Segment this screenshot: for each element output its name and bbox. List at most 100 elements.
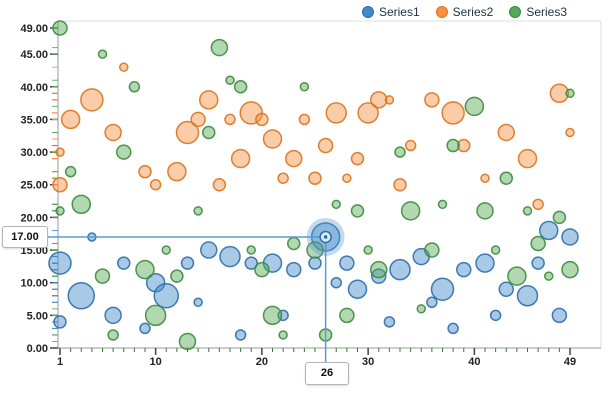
- bubble-series1[interactable]: [234, 329, 247, 341]
- bubble-series1[interactable]: [389, 258, 411, 281]
- bubble-series3[interactable]: [331, 199, 341, 210]
- bubble-series1[interactable]: [286, 261, 302, 278]
- bubble-series2[interactable]: [308, 171, 322, 185]
- bubble-series3[interactable]: [71, 194, 91, 215]
- bubble-series1[interactable]: [551, 307, 568, 324]
- bubble-series2[interactable]: [317, 137, 334, 154]
- bubble-series3[interactable]: [544, 271, 554, 281]
- bubble-series2[interactable]: [80, 88, 104, 112]
- bubble-series3[interactable]: [135, 259, 155, 280]
- bubble-series3[interactable]: [499, 171, 513, 185]
- bubble-series3[interactable]: [530, 235, 546, 252]
- bubble-series1[interactable]: [531, 256, 545, 270]
- bubble-series2[interactable]: [104, 123, 122, 142]
- bubble-series2[interactable]: [517, 148, 538, 169]
- bubble-series3[interactable]: [522, 206, 533, 216]
- bubble-series3[interactable]: [116, 144, 132, 160]
- bubble-series3[interactable]: [476, 202, 494, 220]
- bubble-series3[interactable]: [561, 260, 579, 279]
- bubble-series2[interactable]: [119, 62, 129, 72]
- bubble-series2[interactable]: [404, 139, 417, 152]
- bubble-series3[interactable]: [363, 245, 373, 255]
- bubble-series1[interactable]: [383, 316, 396, 328]
- bubble-series1[interactable]: [330, 276, 342, 289]
- bubble-series2[interactable]: [565, 127, 575, 138]
- bubble-series3[interactable]: [350, 204, 365, 218]
- bubble-series3[interactable]: [400, 201, 421, 221]
- bubble-series2[interactable]: [230, 148, 251, 169]
- bubble-series1[interactable]: [244, 256, 258, 270]
- bubble-series1[interactable]: [371, 268, 387, 284]
- bubble-series2[interactable]: [212, 177, 227, 192]
- bubble-series1[interactable]: [308, 256, 322, 270]
- bubble-series1[interactable]: [200, 241, 218, 259]
- bubble-series1[interactable]: [516, 285, 539, 307]
- bubble-series3[interactable]: [107, 329, 119, 341]
- legend-item-series1[interactable]: Series1: [361, 5, 420, 19]
- bubble-series1[interactable]: [180, 256, 195, 270]
- bubble-series2[interactable]: [350, 151, 365, 166]
- bubble-series3[interactable]: [193, 206, 203, 216]
- bubble-series2[interactable]: [255, 112, 269, 127]
- bubble-series3[interactable]: [287, 236, 301, 251]
- bubble-series2[interactable]: [457, 138, 471, 153]
- bubble-series3[interactable]: [464, 96, 485, 117]
- bubble-series3[interactable]: [55, 206, 65, 216]
- bubble-series3[interactable]: [97, 49, 108, 59]
- bubble-series3[interactable]: [144, 304, 167, 327]
- bubble-series3[interactable]: [424, 242, 440, 258]
- bubble-series1[interactable]: [193, 297, 203, 308]
- bubble-series1[interactable]: [347, 279, 368, 299]
- bubble-series2[interactable]: [549, 83, 570, 104]
- bubble-series3[interactable]: [254, 261, 270, 278]
- bubble-series2[interactable]: [224, 113, 236, 126]
- bubble-series1[interactable]: [153, 283, 179, 309]
- bubble-series3[interactable]: [394, 146, 406, 158]
- bubble-series1[interactable]: [48, 251, 72, 275]
- bubble-series3[interactable]: [507, 266, 527, 286]
- bubble-series2[interactable]: [167, 161, 187, 182]
- bubble-series3[interactable]: [128, 81, 141, 93]
- bubble-series2[interactable]: [325, 102, 347, 124]
- bubble-series1[interactable]: [447, 322, 459, 335]
- legend-item-series2[interactable]: Series2: [435, 5, 493, 19]
- bubble-series2[interactable]: [52, 176, 68, 193]
- bubble-series3[interactable]: [246, 245, 256, 255]
- bubble-series1[interactable]: [53, 315, 67, 329]
- bubble-series2[interactable]: [55, 147, 65, 157]
- bubble-series3[interactable]: [202, 125, 216, 140]
- bubble-series3[interactable]: [178, 332, 197, 351]
- bubble-series3[interactable]: [233, 80, 248, 94]
- bubble-series2[interactable]: [285, 149, 303, 168]
- bubble-series1[interactable]: [430, 277, 455, 301]
- bubble-series2[interactable]: [357, 102, 379, 124]
- bubble-series1[interactable]: [426, 296, 438, 309]
- bubble-series1[interactable]: [539, 220, 559, 241]
- bubble-series3[interactable]: [339, 307, 355, 324]
- bubble-series2[interactable]: [149, 178, 162, 191]
- bubble-series3[interactable]: [210, 38, 229, 57]
- bubble-series3[interactable]: [370, 260, 388, 279]
- bubble-series1[interactable]: [104, 306, 122, 325]
- bubble-series3[interactable]: [94, 268, 111, 284]
- bubble-series1[interactable]: [339, 255, 355, 271]
- bubble-series3[interactable]: [552, 210, 567, 225]
- bubble-series2[interactable]: [497, 123, 515, 142]
- bubble-series2[interactable]: [370, 91, 388, 109]
- bubble-series2[interactable]: [262, 129, 283, 149]
- bubble-series3[interactable]: [565, 88, 575, 99]
- bubble-series2[interactable]: [441, 101, 465, 125]
- bubble-series2[interactable]: [393, 177, 407, 192]
- bubble-series3[interactable]: [225, 75, 235, 85]
- bubble-series3[interactable]: [490, 245, 501, 255]
- bubble-series3[interactable]: [416, 304, 426, 314]
- bubble-series2[interactable]: [480, 173, 490, 183]
- legend-item-series3[interactable]: Series3: [509, 5, 567, 19]
- bubble-series2[interactable]: [298, 113, 311, 126]
- bubble-series3[interactable]: [262, 305, 283, 326]
- bubble-series3[interactable]: [299, 82, 310, 92]
- bubble-series1[interactable]: [498, 281, 514, 297]
- bubble-series2[interactable]: [190, 111, 206, 128]
- bubble-series1[interactable]: [117, 256, 131, 270]
- bubble-series3[interactable]: [278, 330, 288, 340]
